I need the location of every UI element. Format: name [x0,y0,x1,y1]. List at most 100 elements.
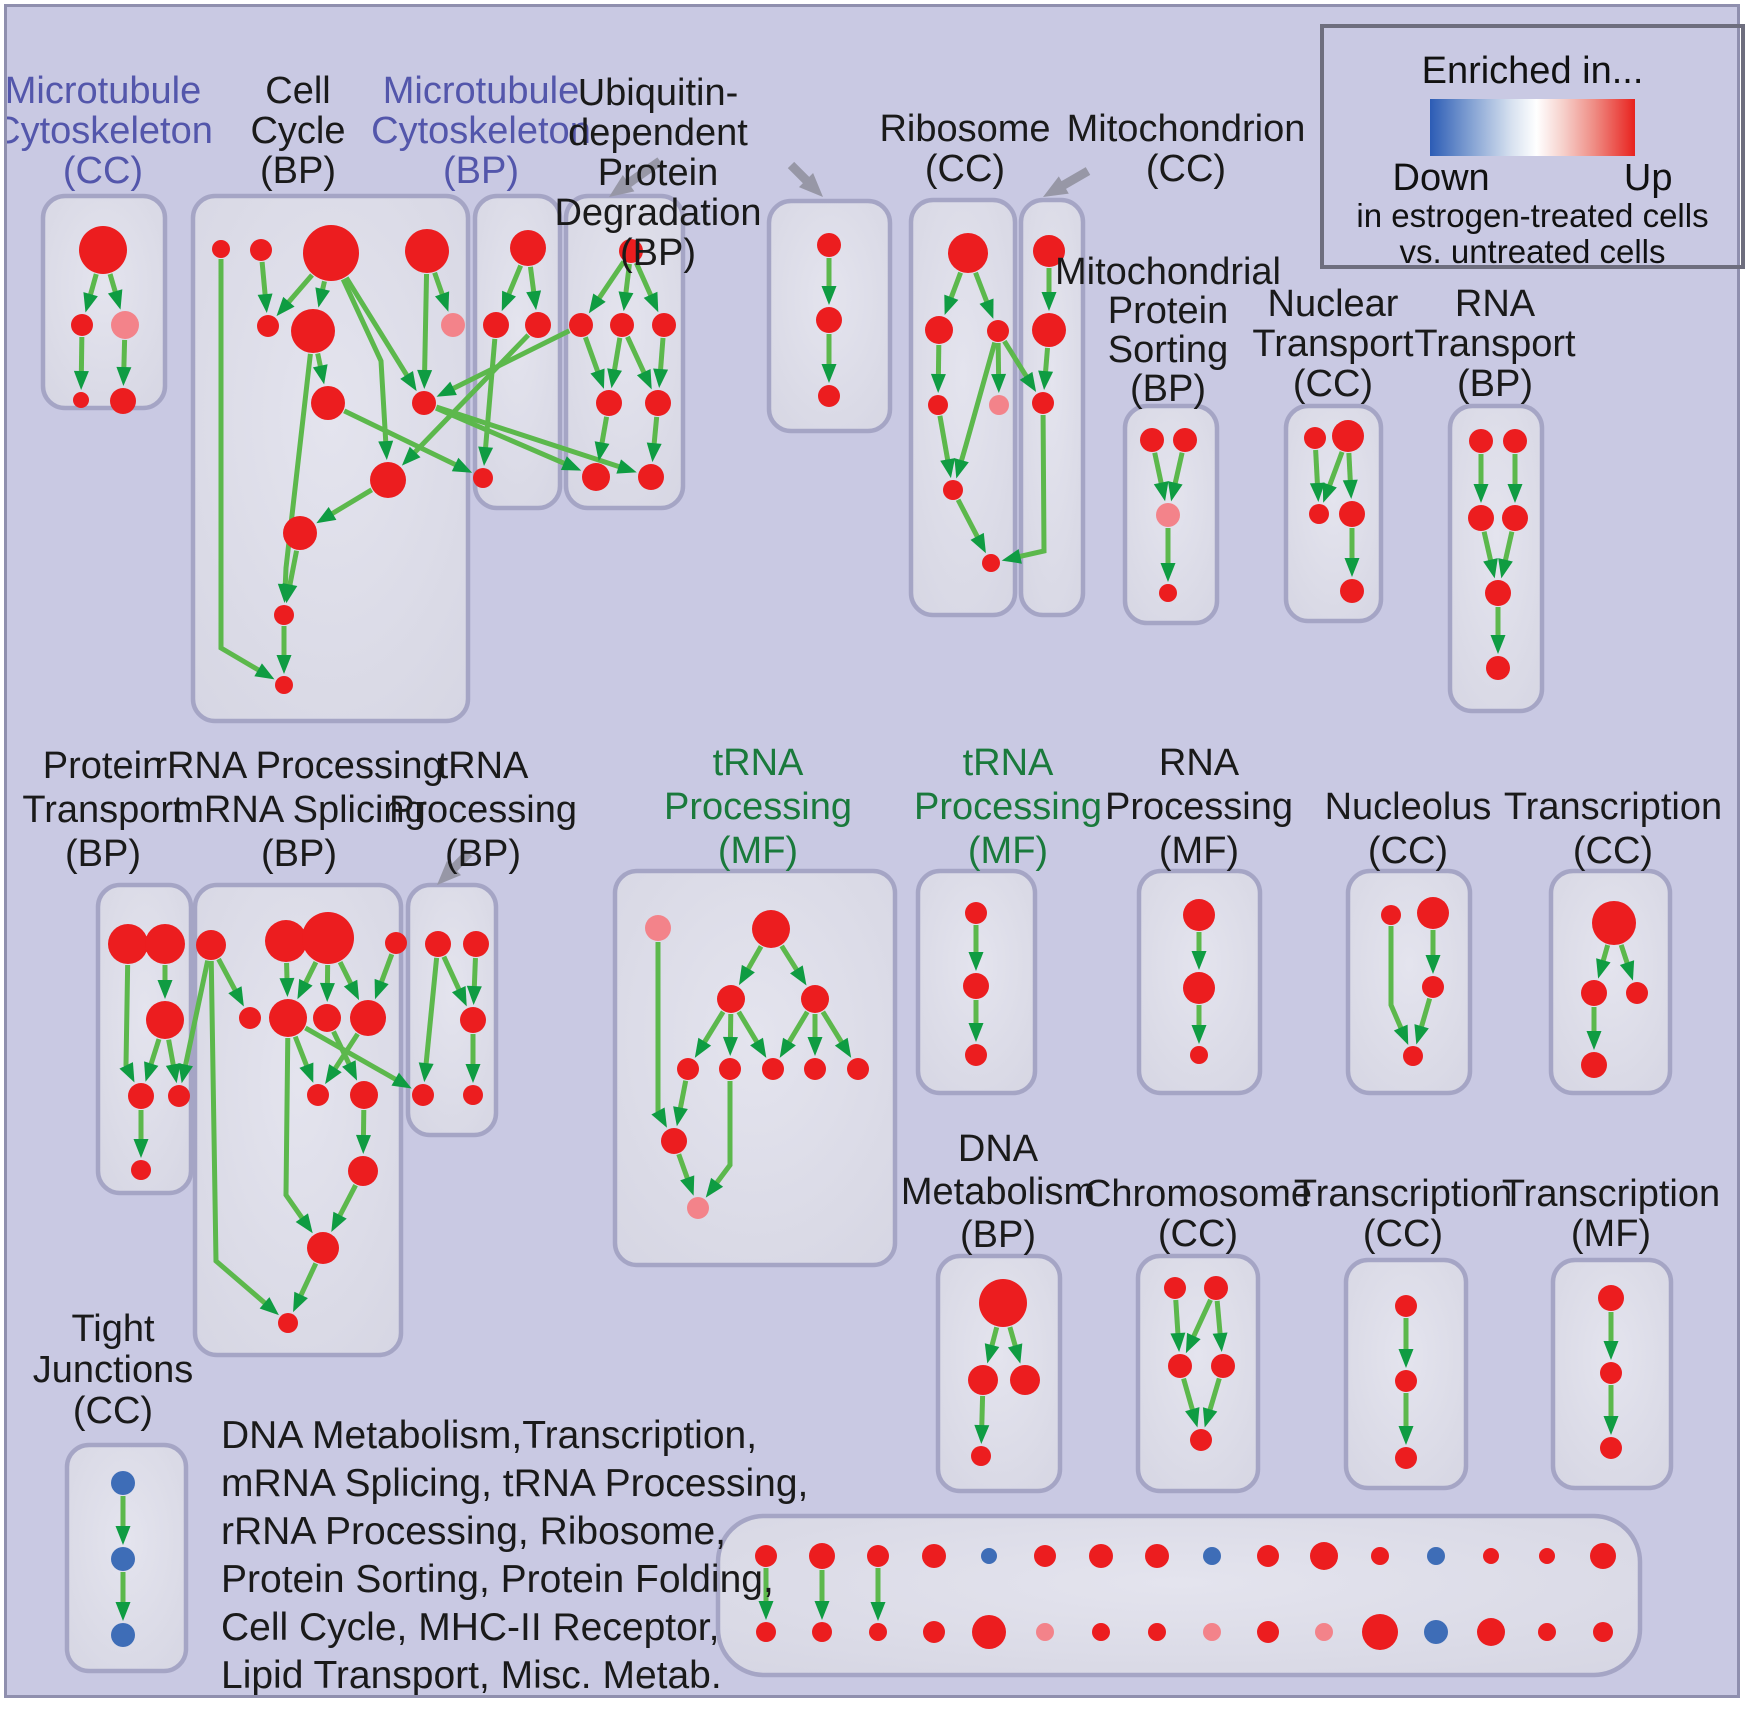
graph-edge [736,1010,762,1048]
graph-node [1424,1620,1448,1644]
graph-node [250,239,272,261]
graph-node [111,311,139,339]
graph-node [1593,1622,1613,1642]
label-nuclear-transport-cc: Nuclear Transport (CC) [1252,283,1414,405]
graph-node [283,516,317,550]
graph-edge [1002,339,1032,383]
graph-node [582,463,610,491]
graph-node [1309,504,1329,524]
graph-node [867,1545,889,1567]
graph-edge [216,957,240,997]
arrowhead-icon [1398,1426,1414,1445]
graph-node [1403,1046,1423,1066]
graph-node [869,1623,887,1641]
graph-node [687,1197,709,1219]
arrowhead-icon [807,1037,823,1056]
arrowhead-icon [418,1062,434,1083]
graph-node [1183,972,1215,1004]
arrowhead-icon [968,1023,984,1042]
label-microtubule-cytoskeleton-cc: Microtubule Cytoskeleton (CC) [7,70,213,192]
graph-edge [208,960,271,1309]
graph-node [1145,1544,1169,1568]
graph-edge [344,276,412,382]
graph-node [943,480,963,500]
graph-node [1486,656,1510,680]
graph-node [752,910,790,948]
arrowhead-icon [293,1291,308,1313]
arrowhead-icon [1041,292,1057,311]
graph-node [1503,429,1527,453]
graph-node [1183,899,1215,931]
graph-node [278,1313,298,1333]
arrowhead-icon [779,1037,796,1058]
graph-node [1156,503,1180,527]
graph-edge [423,957,440,1070]
graph-node [971,1446,991,1466]
arrowhead-icon [319,982,335,1003]
edges [73,258,1635,1621]
label-trna-processing-mf-2: tRNA Processing (MF) [914,742,1102,872]
graph-edge [340,278,389,448]
arrowhead-icon [1596,958,1611,979]
graph-edge [699,1010,726,1049]
graph-node [1332,420,1364,452]
pointer-arrowhead-icon [798,172,823,197]
arrowhead-icon [254,663,275,680]
arrowhead-icon [115,1526,131,1545]
label-trna-processing-bp: tRNA Processing (BP) [389,745,577,875]
arrowhead-icon [940,458,955,479]
arrowhead-icon [834,1037,852,1058]
graph-node [168,1085,190,1107]
arrowhead-icon [821,286,837,305]
graph-node [73,392,89,408]
arrowhead-icon [870,1602,886,1621]
label-rrna-processing-mrna-splicing-bp: rRNA Processing mRNA Splicing (BP) [154,745,443,875]
graph-node [1034,1545,1056,1567]
dna-metabolism-box [935,1253,1063,1494]
arrowhead-icon [295,1213,313,1234]
graph-node [291,309,335,353]
arrowhead-icon [968,952,984,971]
graph-node [1032,313,1066,347]
graph-edge [1214,1300,1224,1340]
arrowhead-icon [526,290,542,311]
arrowhead-icon [312,364,328,385]
arrowhead-icon [930,373,946,394]
arrowhead-icon [651,1107,667,1128]
arrowhead-icon [944,294,959,316]
arrowhead-icon [616,459,637,474]
graph-node [71,314,93,336]
graph-node [1485,580,1511,606]
arrowhead-icon [83,292,98,313]
graph-node [111,1623,135,1647]
arrowhead-icon [954,458,969,479]
graph-node [1211,1354,1235,1378]
graph-node [111,1471,135,1495]
transcription-cc-mid-box [1548,868,1673,1096]
graph-node [1590,1543,1616,1569]
graph-node [1538,1623,1556,1641]
arrowhead-icon [979,298,994,319]
graph-node [755,1545,777,1567]
network-diagram: Microtubule Cytoskeleton (CC) Cell Cycle (BP)… [7,70,1722,1695]
arrowhead-icon [738,964,755,986]
graph-edge [283,1037,308,1225]
graph-node [1468,505,1494,531]
arrowhead-icon [694,1037,712,1058]
arrowhead-icon [1507,484,1523,503]
pointer-arrowhead-icon [609,174,635,197]
arrowhead-icon [297,978,313,1000]
arrowhead-icon [1586,1031,1602,1050]
arrowhead-icon [680,1175,695,1196]
graph-edge [1152,452,1165,490]
arrowhead-icon [814,1601,830,1620]
arrowhead-icon [276,296,295,317]
graph-node [1395,1295,1417,1317]
graph-edge [784,1010,810,1048]
graph-node [818,385,840,407]
arrowhead-icon [355,1134,371,1155]
arrowhead-icon [501,290,516,312]
arrowhead-icon [1414,1024,1429,1045]
graph-node [1089,1544,1113,1568]
legend-down-label: Down [1392,157,1490,199]
